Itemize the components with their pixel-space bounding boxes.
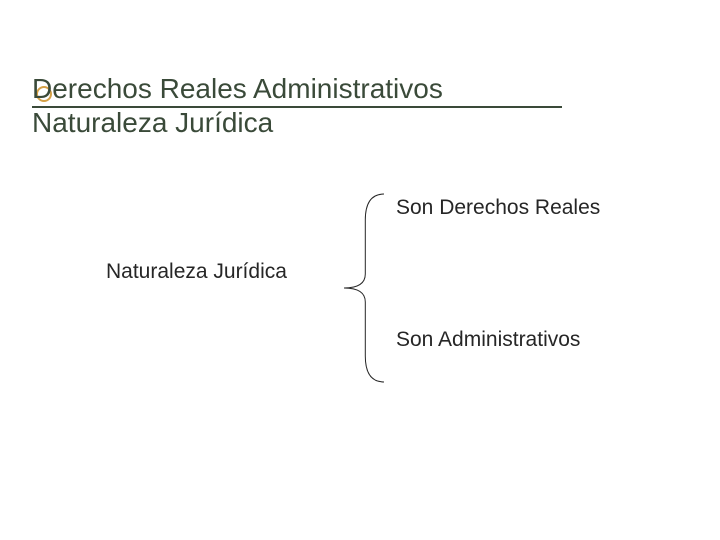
title-line-2: Naturaleza Jurídica (32, 106, 443, 140)
diagram-branch-top: Son Derechos Reales (396, 196, 600, 220)
title-underline (32, 106, 562, 108)
title-line-1: Derechos Reales Administrativos (32, 72, 443, 106)
diagram-branch-bottom: Son Administrativos (396, 328, 580, 352)
slide: Derechos Reales Administrativos Naturale… (0, 0, 720, 540)
brace-icon (340, 188, 386, 388)
diagram-left-label: Naturaleza Jurídica (106, 260, 287, 284)
